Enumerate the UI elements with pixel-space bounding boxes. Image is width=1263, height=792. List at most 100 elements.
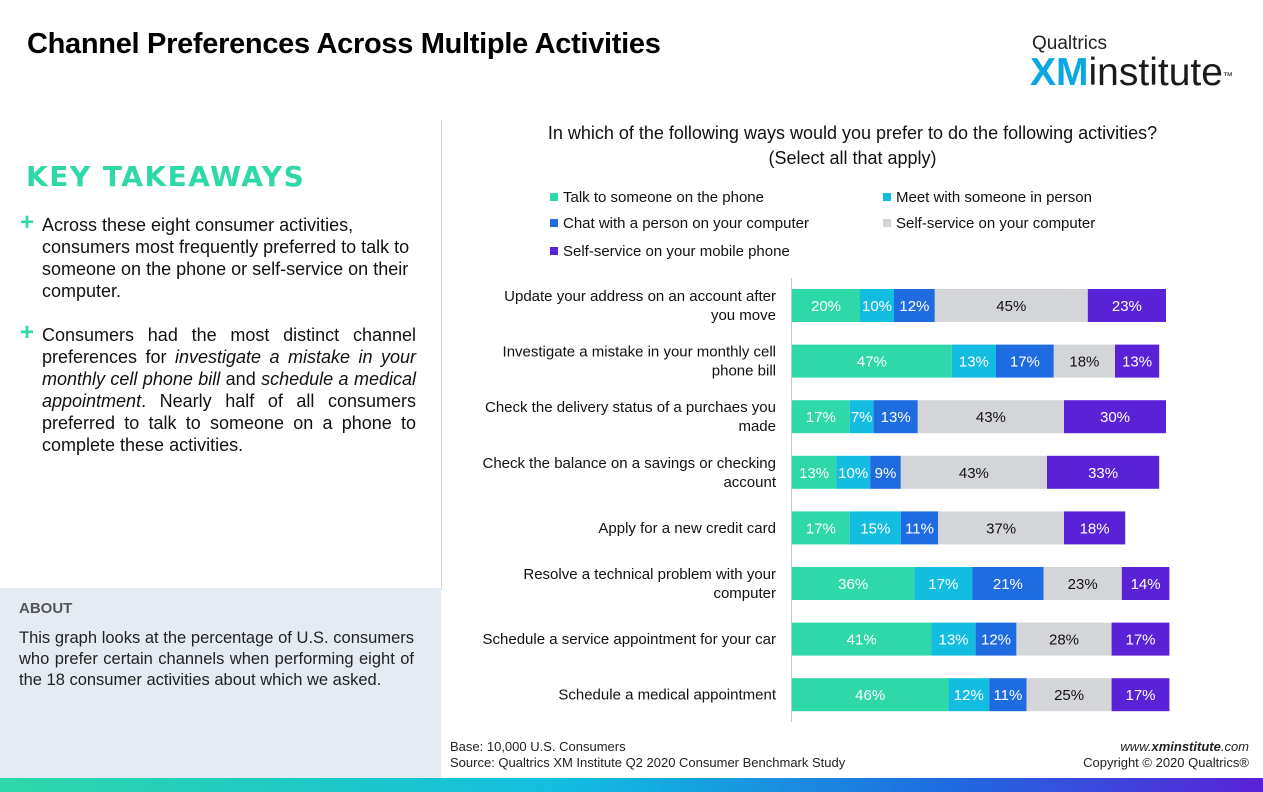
bar-value-label: 17% (806, 520, 836, 537)
bar-segment (951, 344, 996, 378)
bar-segment (1087, 289, 1166, 322)
plus-icon: + (20, 319, 35, 346)
bar-segment (1053, 344, 1115, 378)
category-label-line: made (738, 418, 776, 435)
bar-segment (1111, 678, 1170, 712)
legend-label-self-service-computer: Self-service on your computer (896, 215, 1096, 232)
bar-segment (972, 567, 1044, 600)
bar-value-label: 10% (838, 465, 868, 482)
bar-value-label: 14% (1131, 576, 1161, 593)
bar-segment (1064, 400, 1166, 434)
bar-segment (792, 678, 949, 712)
category-label-line: computer (713, 585, 776, 602)
takeaway-2-part-3: . Nearly half of all consumers preferred… (42, 391, 416, 455)
bar-value-label: 17% (928, 576, 958, 593)
category-label: Check the balance on a savings or checki… (482, 455, 776, 491)
bar-value-label: 45% (996, 298, 1026, 315)
bar-segment (792, 567, 915, 600)
footer-base: Base: 10,000 U.S. Consumers (450, 739, 626, 754)
legend-label-chat: Chat with a person on your computer (563, 215, 809, 232)
footer-copyright: Copyright © 2020 Qualtrics® (1083, 755, 1249, 770)
legend-label-in-person: Meet with someone in person (896, 189, 1092, 206)
bar-segment (1064, 511, 1126, 545)
takeaway-2-part-2: and (220, 369, 262, 389)
logo-xm: XM (1030, 51, 1089, 94)
legend-label-phone: Talk to someone on the phone (563, 189, 764, 206)
bar-value-label: 23% (1068, 576, 1098, 593)
bar-segment (900, 455, 1047, 489)
legend-swatch-phone (550, 193, 558, 201)
bar-value-label: 41% (847, 632, 877, 649)
footer-website: www.xminstitute.com (1083, 739, 1249, 755)
bar-value-label: 20% (811, 298, 841, 315)
bar-segment (792, 400, 850, 434)
bar-value-label: 13% (959, 354, 989, 371)
legend-swatch-in-person (883, 193, 891, 201)
bar-segment (934, 289, 1088, 322)
bar-segment (917, 400, 1064, 434)
section-divider (441, 120, 442, 590)
bar-value-label: 25% (1054, 687, 1084, 704)
bar-value-label: 17% (806, 409, 836, 426)
footer-notes: Base: 10,000 U.S. Consumers Source: Qual… (450, 739, 845, 771)
takeaway-bullet-2: + Consumers had the most distinct channe… (20, 319, 416, 456)
bar-value-label: 12% (954, 687, 984, 704)
legend-swatch-mobile (550, 247, 558, 255)
bar-value-label: 46% (855, 687, 885, 704)
footer-source: Source: Qualtrics XM Institute Q2 2020 C… (450, 755, 846, 770)
bar-segment (873, 400, 918, 434)
legend-swatch-self-service-computer (883, 219, 891, 227)
takeaway-2-emphasis-2: schedule a medical appointment (42, 369, 416, 411)
bar-value-label: 21% (993, 576, 1023, 593)
bar-segment (1016, 622, 1112, 656)
plus-icon: + (20, 209, 35, 236)
bottom-gradient-bar (0, 778, 1263, 792)
bar-value-label: 13% (799, 465, 829, 482)
bar-segment (792, 622, 932, 656)
bar-segment (948, 678, 990, 712)
takeaway-bullet-1: + Across these eight consumer activities… (20, 209, 416, 302)
legend-item-chat: Chat with a person on your computer (550, 215, 809, 232)
takeaway-text-2: Consumers had the most distinct channel … (42, 324, 416, 456)
bar-value-label: 18% (1069, 354, 1099, 371)
category-label: Apply for a new credit card (598, 520, 776, 537)
bar-value-label: 13% (938, 632, 968, 649)
bar-segment (989, 678, 1027, 712)
category-label-line: Check the balance on a savings or checki… (482, 455, 776, 472)
legend-item-in-person: Meet with someone in person (883, 189, 1092, 206)
bar-segment (1026, 678, 1112, 712)
logo-tm: ™ (1222, 71, 1233, 82)
logo-xm-institute-text: XMinstitute™ (1030, 53, 1245, 92)
bar-value-label: 12% (899, 298, 929, 315)
category-label: Check the delivery status of a purchaes … (485, 399, 776, 435)
bar-segment (849, 511, 901, 545)
bar-value-label: 11% (993, 687, 1022, 704)
bar-value-label: 28% (1049, 632, 1079, 649)
category-label: Schedule a service appointment for your … (483, 631, 777, 648)
bar-value-label: 43% (976, 409, 1006, 426)
bar-segment (792, 511, 850, 545)
bar-value-label: 13% (1122, 354, 1152, 371)
category-label-line: Schedule a medical appointment (558, 687, 776, 704)
about-heading: ABOUT (19, 600, 73, 617)
category-label-line: Investigate a mistake in your monthly ce… (503, 344, 776, 361)
bar-value-label: 30% (1100, 409, 1130, 426)
legend-label-mobile: Self-service on your mobile phone (563, 243, 790, 260)
bar-value-label: 17% (1010, 354, 1040, 371)
bar-segment (1043, 567, 1122, 600)
category-label-line: Apply for a new credit card (598, 520, 776, 537)
bar-value-label: 23% (1112, 298, 1142, 315)
takeaway-text-1: Across these eight consumer activities, … (42, 215, 410, 301)
footer-website-bold: xminstitute (1151, 739, 1221, 754)
footer-credits: www.xminstitute.com Copyright © 2020 Qua… (1083, 739, 1249, 771)
bar-value-label: 12% (981, 632, 1011, 649)
bar-value-label: 33% (1088, 465, 1118, 482)
bar-segment (900, 511, 939, 545)
chart-question: In which of the following ways would you… (450, 121, 1255, 171)
bar-segment (894, 289, 935, 322)
chart-question-line-2: (Select all that apply) (768, 148, 937, 168)
category-label-line: Check the delivery status of a purchaes … (485, 399, 776, 416)
bar-value-label: 47% (857, 354, 887, 371)
category-label-line: you move (711, 307, 776, 324)
bar-value-label: 13% (881, 409, 911, 426)
